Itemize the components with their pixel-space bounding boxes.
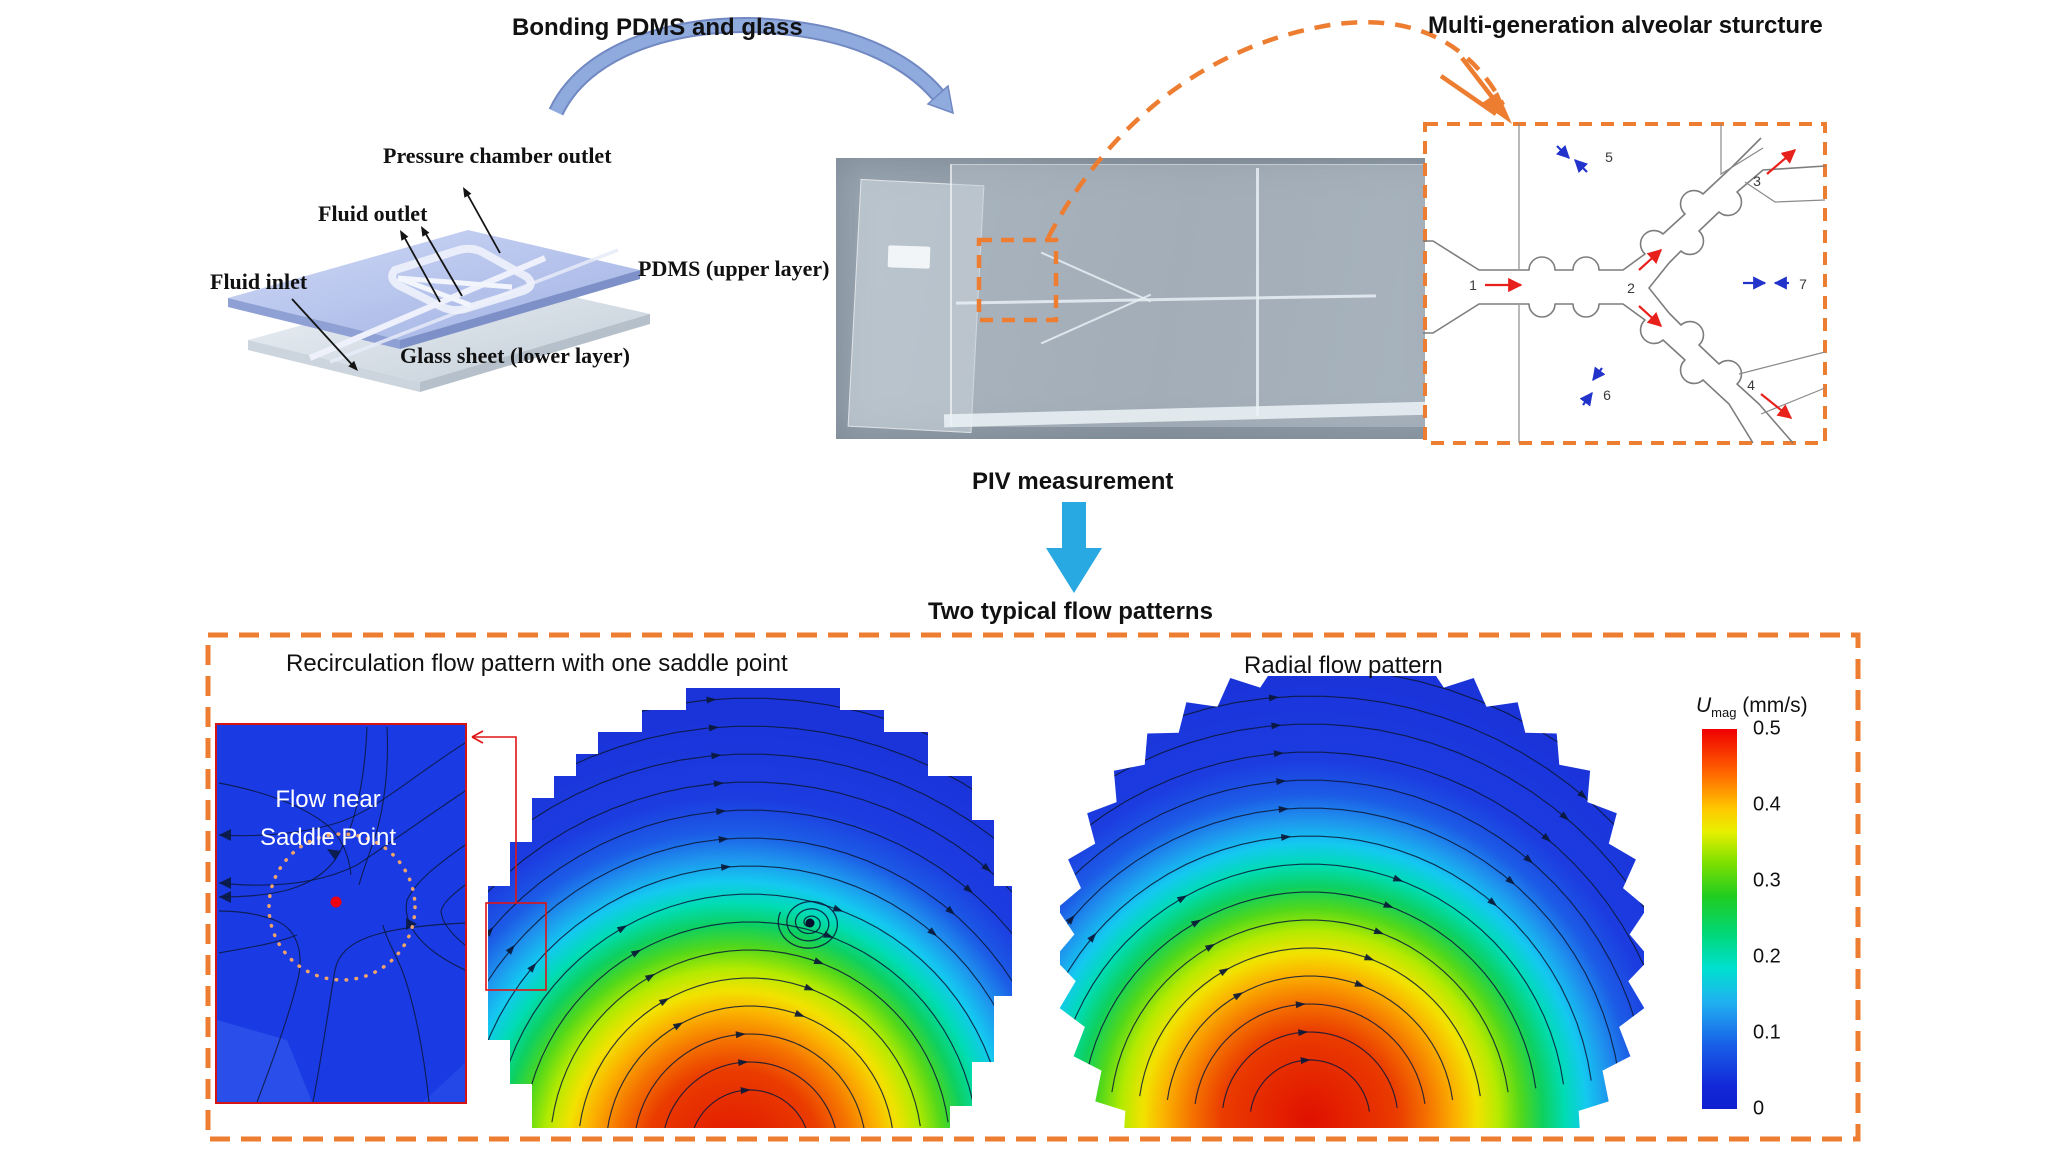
colorbar-tick: 0.5 — [1753, 717, 1781, 740]
colorbar-units: (mm/s) — [1736, 694, 1808, 717]
channel-wall — [1423, 303, 1754, 444]
inset-connector-arrowhead — [471, 730, 484, 744]
bifurcation-wedge — [1648, 262, 1670, 314]
colorbar-tick: 0.3 — [1753, 869, 1781, 892]
glass-sheet-side — [248, 340, 420, 392]
device-photo — [836, 158, 1445, 439]
channel-wall — [1668, 165, 1826, 264]
light-region — [217, 1020, 312, 1102]
saddle-point-dot — [330, 896, 342, 908]
velocity-field-right — [1060, 676, 1644, 1128]
photo-label-chip — [887, 245, 931, 269]
flow-arrow-2b — [1638, 305, 1663, 327]
title-piv: PIV measurement — [972, 468, 1174, 495]
radial-flow-plot — [1060, 676, 1644, 1128]
colorbar-tick: 0.4 — [1753, 793, 1781, 816]
recirculation-flow-plot — [488, 688, 1012, 1128]
title-alveolar: Multi-generation alveolar sturcture — [1428, 12, 1823, 39]
alveolar-structure-diagram: 1 2 3 4 5 6 7 — [1423, 122, 1827, 445]
port-number-2: 2 — [1627, 280, 1635, 296]
colorbar-tick: 0.1 — [1753, 1021, 1781, 1044]
colorbar — [1702, 729, 1737, 1109]
colorbar-title: Umag (mm/s) — [1696, 694, 1808, 720]
zoom-connector-arrowhead — [1482, 92, 1512, 124]
port-number-1: 1 — [1469, 277, 1477, 293]
port-number-3: 3 — [1753, 173, 1761, 189]
region-number-5: 5 — [1605, 149, 1613, 165]
colorbar-tick: 0.2 — [1753, 945, 1781, 968]
leader-arrowhead — [400, 230, 409, 241]
leader-arrowhead — [463, 187, 472, 198]
title-bonding: Bonding PDMS and glass — [512, 14, 803, 41]
squeeze-arrow-5a — [1555, 144, 1570, 159]
squeeze-arrow-6a — [1592, 366, 1606, 382]
pdms-layer-side — [228, 298, 400, 349]
region-number-6: 6 — [1603, 387, 1611, 403]
piv-down-arrow — [1046, 502, 1102, 593]
outflow-arrow-4 — [1760, 393, 1793, 419]
pdms-layer-side — [400, 270, 640, 349]
left-panel-title: Recirculation flow pattern with one sadd… — [286, 650, 788, 677]
squeeze-arrow-6b — [1579, 391, 1593, 407]
outflow-arrow-3 — [1766, 149, 1797, 175]
label-fluid-outlet: Fluid outlet — [318, 201, 428, 226]
leader-arrowhead — [421, 226, 430, 237]
colorbar-subscript: mag — [1711, 705, 1737, 721]
label-glass-lower: Glass sheet (lower layer) — [400, 343, 630, 368]
label-pdms-upper: PDMS (upper layer) — [638, 256, 830, 281]
label-pressure-chamber-outlet: Pressure chamber outlet — [383, 143, 612, 168]
light-region — [423, 1063, 465, 1102]
channel-reflection — [1256, 168, 1259, 416]
title-flow-patterns: Two typical flow patterns — [928, 598, 1213, 625]
squeeze-arrow-5b — [1574, 159, 1589, 174]
channel-wall-thin — [1518, 124, 1826, 443]
port-number-4: 4 — [1747, 377, 1755, 393]
colorbar-symbol: U — [1696, 694, 1712, 717]
leader-arrowhead — [348, 360, 358, 371]
pressure-chamber-ring — [388, 244, 535, 315]
vortex-core — [805, 918, 815, 928]
inset-label-line2: Saddle Point — [259, 824, 397, 851]
colorbar-tick: 0 — [1753, 1097, 1765, 1120]
inset-label: Flow near Saddle Point — [223, 781, 433, 857]
channel-wall — [1668, 312, 1794, 444]
flow-arrow-2a — [1638, 249, 1663, 271]
bonding-arrowhead — [926, 84, 954, 115]
label-fluid-inlet: Fluid inlet — [210, 269, 308, 294]
region-number-7: 7 — [1799, 276, 1807, 292]
saddle-point-inset: Flow near Saddle Point — [215, 723, 467, 1104]
right-panel-title: Radial flow pattern — [1244, 652, 1443, 679]
zoom-connector-flare — [1439, 56, 1504, 116]
inner-channels — [397, 275, 513, 308]
inset-label-line1: Flow near — [275, 786, 381, 813]
channel-wall — [1423, 137, 1762, 271]
